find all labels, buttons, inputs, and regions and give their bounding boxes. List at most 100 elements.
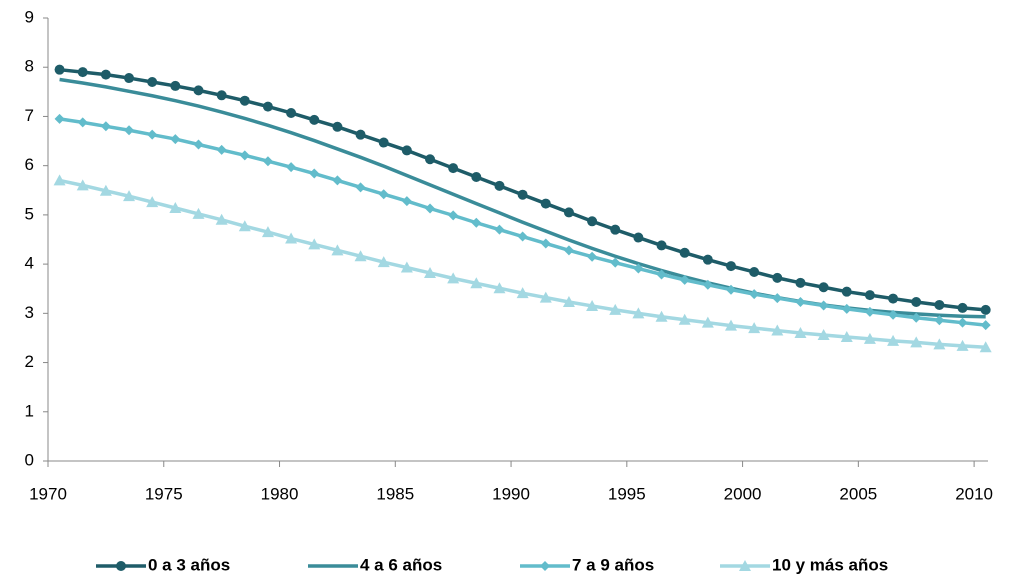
marker — [633, 232, 644, 243]
marker — [749, 266, 760, 277]
y-tick-label: 6 — [25, 155, 34, 174]
y-tick-label: 8 — [25, 57, 34, 76]
marker — [840, 330, 853, 342]
marker — [77, 117, 88, 128]
marker — [888, 309, 899, 320]
y-tick-label: 4 — [25, 254, 34, 273]
y-tick-label: 9 — [25, 7, 34, 26]
marker — [702, 254, 713, 265]
marker — [934, 299, 945, 310]
marker — [678, 313, 691, 325]
legend-label: 4 a 6 años — [360, 555, 442, 574]
legend-label: 0 a 3 años — [148, 555, 230, 574]
legend-marker — [116, 561, 126, 571]
y-tick-label: 5 — [25, 204, 34, 223]
marker — [772, 293, 783, 304]
marker — [424, 266, 437, 278]
marker — [517, 189, 528, 200]
marker — [401, 196, 412, 207]
marker — [124, 125, 135, 136]
marker — [54, 64, 65, 75]
marker — [309, 114, 320, 125]
marker — [309, 168, 320, 179]
marker — [864, 306, 875, 317]
marker — [539, 291, 552, 303]
x-tick-label: 1980 — [261, 484, 299, 503]
x-tick-label: 1985 — [376, 484, 414, 503]
marker — [216, 144, 227, 155]
marker — [239, 150, 250, 161]
marker — [192, 207, 205, 219]
marker — [261, 226, 274, 238]
marker — [216, 90, 227, 101]
marker — [448, 210, 459, 221]
marker — [100, 69, 111, 80]
marker — [957, 317, 968, 328]
y-tick-label: 7 — [25, 106, 34, 125]
marker — [609, 303, 622, 315]
marker — [425, 154, 436, 165]
marker — [124, 73, 135, 84]
marker — [772, 272, 783, 283]
marker — [355, 129, 366, 140]
marker — [864, 290, 875, 301]
marker — [979, 341, 992, 353]
marker — [771, 324, 784, 336]
marker — [378, 137, 389, 148]
marker — [563, 207, 574, 218]
marker — [540, 238, 551, 249]
marker — [562, 296, 575, 308]
marker — [401, 145, 412, 156]
marker — [332, 121, 343, 132]
marker — [471, 171, 482, 182]
marker — [794, 327, 807, 339]
marker — [586, 299, 599, 311]
marker — [99, 184, 112, 196]
legend-marker — [739, 560, 751, 571]
marker — [748, 322, 761, 334]
marker — [841, 286, 852, 297]
marker — [193, 85, 204, 96]
marker — [632, 307, 645, 319]
marker — [239, 95, 250, 106]
marker — [818, 282, 829, 293]
marker — [470, 277, 483, 289]
marker — [679, 247, 690, 258]
marker — [425, 203, 436, 214]
y-tick-label: 1 — [25, 401, 34, 420]
marker — [100, 121, 111, 132]
marker — [957, 302, 968, 313]
marker — [146, 196, 159, 208]
marker — [701, 316, 714, 328]
marker — [841, 303, 852, 314]
marker — [911, 312, 922, 323]
marker — [656, 269, 667, 280]
marker — [610, 257, 621, 268]
marker — [493, 282, 506, 294]
marker — [147, 76, 158, 87]
series-line — [59, 178, 986, 350]
marker — [587, 251, 598, 262]
marker — [238, 220, 251, 232]
marker — [725, 319, 738, 331]
marker — [147, 129, 158, 140]
marker — [587, 216, 598, 227]
y-tick-label: 0 — [25, 450, 34, 469]
marker — [887, 334, 900, 346]
marker — [795, 277, 806, 288]
marker — [262, 101, 273, 112]
marker — [888, 293, 899, 304]
marker — [331, 244, 344, 256]
marker — [471, 217, 482, 228]
marker — [76, 179, 89, 191]
marker — [980, 304, 991, 315]
y-tick-label: 2 — [25, 352, 34, 371]
y-tick-label: 3 — [25, 303, 34, 322]
marker — [702, 279, 713, 290]
legend-label: 10 y más años — [772, 555, 888, 574]
marker — [563, 245, 574, 256]
marker — [726, 284, 737, 295]
marker — [285, 232, 298, 244]
marker — [53, 174, 66, 186]
